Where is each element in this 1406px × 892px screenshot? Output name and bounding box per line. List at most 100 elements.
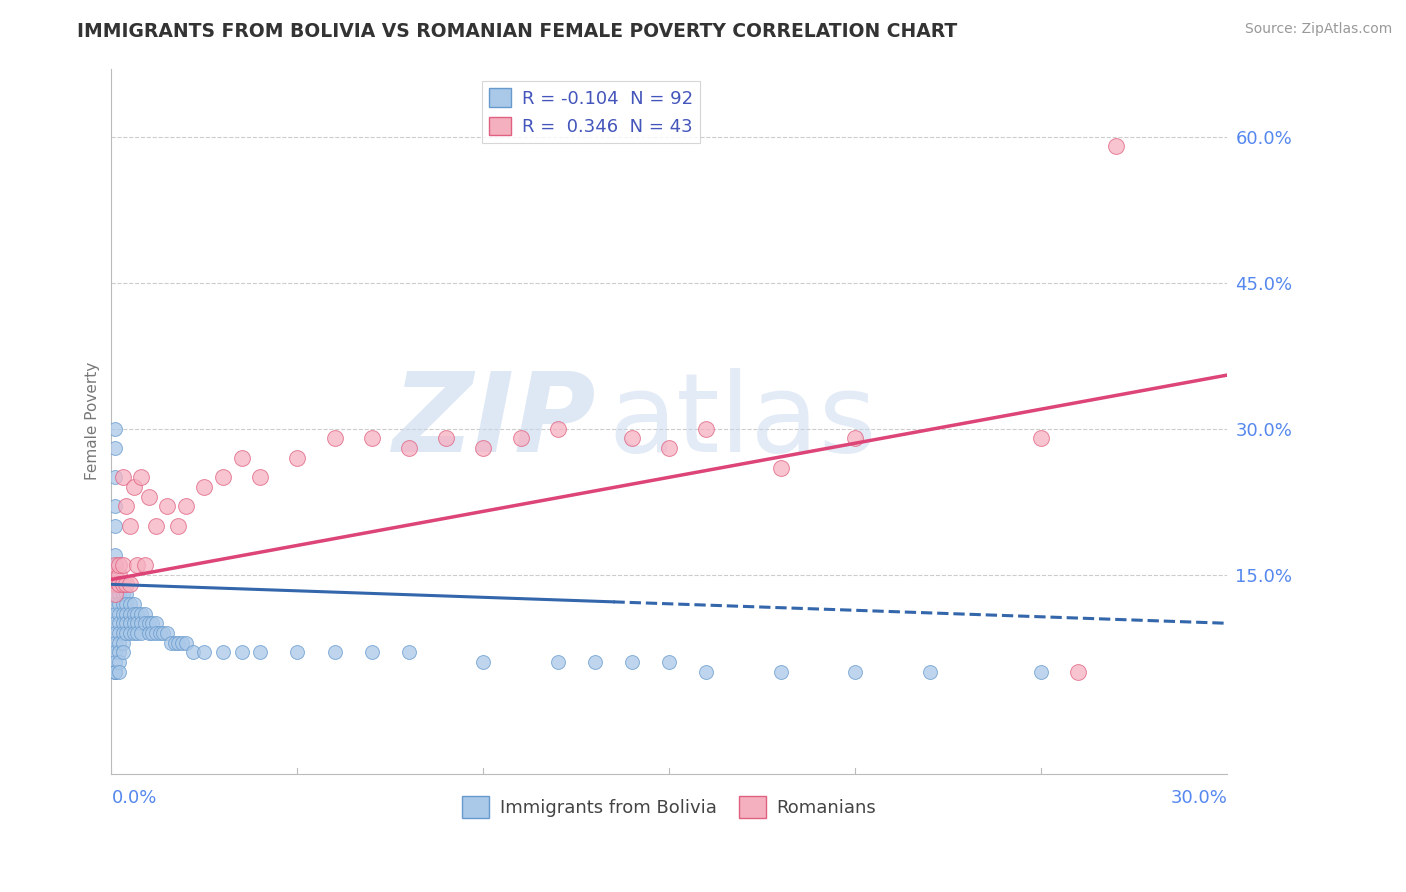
- Point: [104, 665, 127, 679]
- Point: [141, 626, 163, 640]
- Point: [118, 607, 141, 621]
- Point: [104, 616, 127, 631]
- Point: [118, 577, 141, 591]
- Point: [115, 500, 138, 514]
- Point: [152, 626, 174, 640]
- Text: ZIP: ZIP: [394, 368, 596, 475]
- Point: [122, 480, 145, 494]
- Point: [1104, 139, 1126, 153]
- Point: [127, 616, 149, 631]
- Point: [472, 655, 495, 669]
- Point: [231, 645, 253, 659]
- Point: [111, 470, 134, 484]
- Point: [118, 626, 141, 640]
- Point: [108, 636, 131, 650]
- Point: [111, 577, 134, 591]
- Point: [104, 577, 127, 591]
- Point: [918, 665, 941, 679]
- Point: [115, 607, 138, 621]
- Point: [122, 626, 145, 640]
- Point: [111, 558, 134, 572]
- Point: [108, 626, 131, 640]
- Point: [181, 645, 204, 659]
- Point: [134, 616, 156, 631]
- Point: [115, 577, 138, 591]
- Point: [212, 645, 235, 659]
- Point: [122, 607, 145, 621]
- Point: [621, 655, 644, 669]
- Point: [769, 460, 792, 475]
- Point: [844, 665, 866, 679]
- Point: [509, 431, 531, 445]
- Point: [122, 597, 145, 611]
- Point: [108, 616, 131, 631]
- Point: [111, 626, 134, 640]
- Point: [1031, 431, 1053, 445]
- Text: 0.0%: 0.0%: [111, 789, 157, 806]
- Point: [167, 519, 190, 533]
- Point: [769, 665, 792, 679]
- Point: [104, 500, 127, 514]
- Point: [1031, 665, 1053, 679]
- Point: [118, 597, 141, 611]
- Point: [360, 645, 382, 659]
- Point: [174, 636, 197, 650]
- Point: [104, 665, 127, 679]
- Point: [621, 431, 644, 445]
- Point: [104, 655, 127, 669]
- Point: [115, 587, 138, 601]
- Point: [695, 665, 717, 679]
- Point: [104, 636, 127, 650]
- Point: [127, 607, 149, 621]
- Point: [111, 597, 134, 611]
- Point: [111, 636, 134, 650]
- Point: [695, 422, 717, 436]
- Point: [160, 636, 183, 650]
- Point: [104, 519, 127, 533]
- Point: [583, 655, 606, 669]
- Point: [129, 616, 152, 631]
- Point: [111, 607, 134, 621]
- Point: [108, 655, 131, 669]
- Point: [104, 422, 127, 436]
- Point: [138, 616, 160, 631]
- Point: [170, 636, 193, 650]
- Point: [434, 431, 457, 445]
- Point: [285, 450, 308, 465]
- Point: [127, 626, 149, 640]
- Point: [104, 587, 127, 601]
- Point: [104, 607, 127, 621]
- Point: [231, 450, 253, 465]
- Point: [193, 480, 215, 494]
- Legend: Immigrants from Bolivia, Romanians: Immigrants from Bolivia, Romanians: [456, 789, 883, 825]
- Point: [145, 616, 167, 631]
- Point: [323, 645, 346, 659]
- Point: [138, 626, 160, 640]
- Point: [249, 645, 271, 659]
- Point: [111, 577, 134, 591]
- Point: [138, 490, 160, 504]
- Point: [111, 645, 134, 659]
- Point: [547, 422, 569, 436]
- Point: [1067, 665, 1090, 679]
- Point: [104, 567, 127, 582]
- Point: [212, 470, 235, 484]
- Text: atlas: atlas: [607, 368, 876, 475]
- Point: [108, 597, 131, 611]
- Point: [108, 665, 131, 679]
- Point: [115, 597, 138, 611]
- Point: [285, 645, 308, 659]
- Point: [115, 616, 138, 631]
- Point: [398, 645, 420, 659]
- Point: [149, 626, 172, 640]
- Point: [115, 626, 138, 640]
- Point: [104, 626, 127, 640]
- Point: [111, 587, 134, 601]
- Point: [167, 636, 190, 650]
- Point: [658, 655, 681, 669]
- Point: [118, 519, 141, 533]
- Point: [844, 431, 866, 445]
- Point: [472, 441, 495, 455]
- Point: [104, 470, 127, 484]
- Point: [104, 597, 127, 611]
